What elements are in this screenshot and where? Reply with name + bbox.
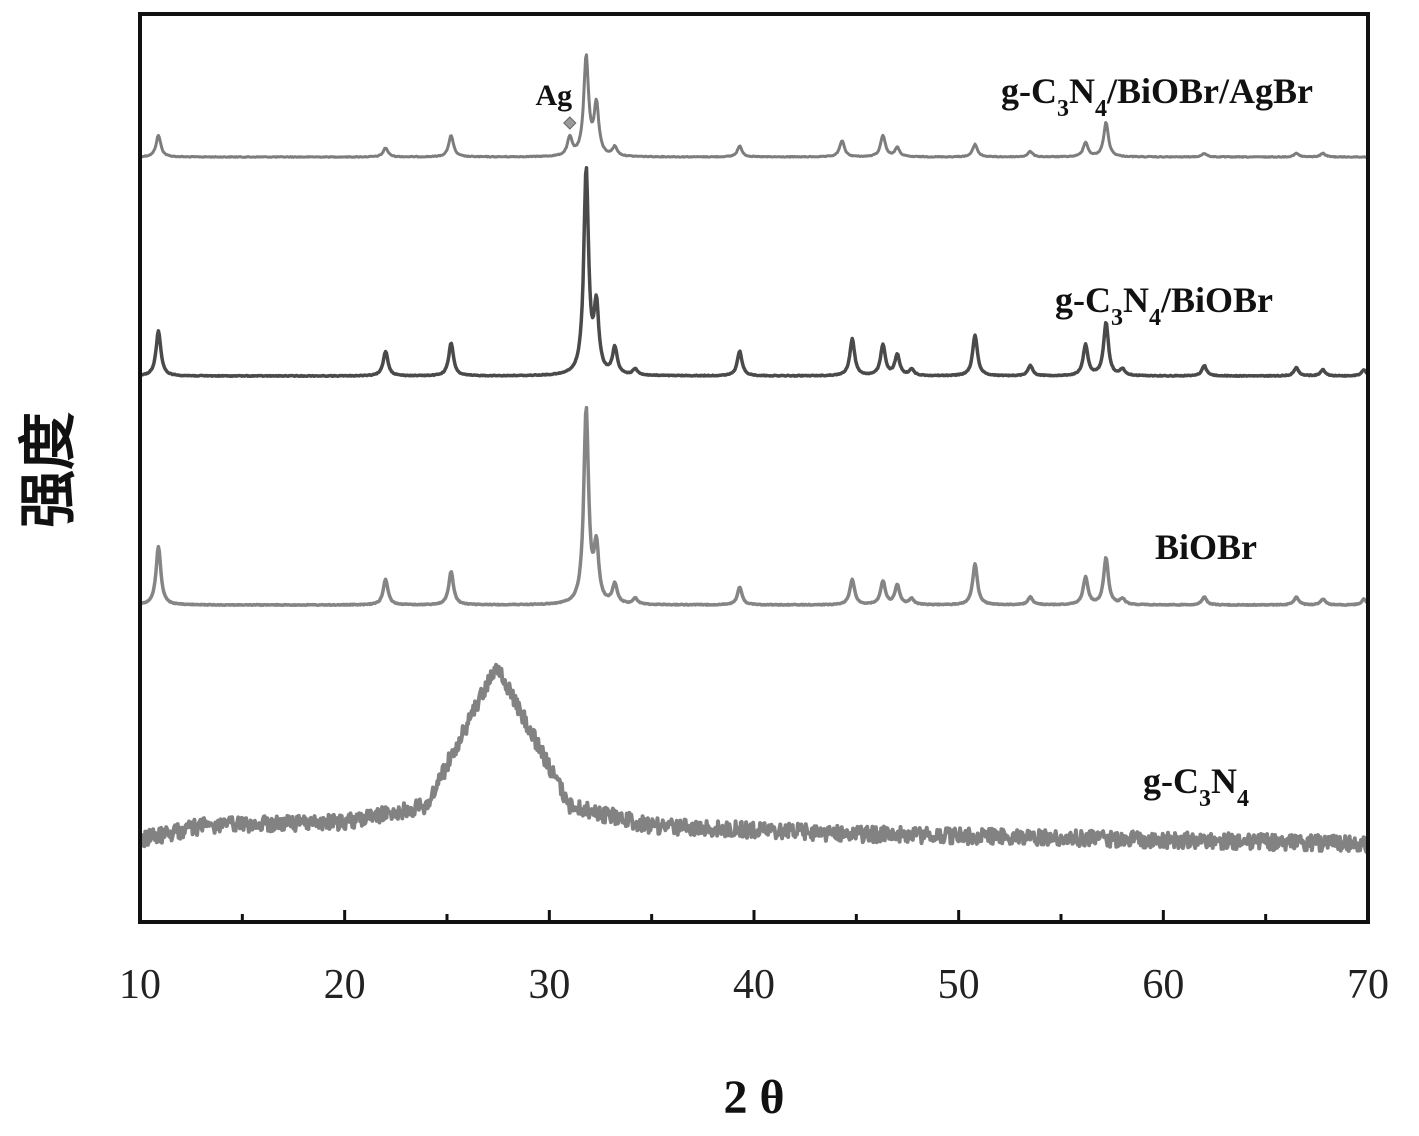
x-tick-label: 30 (528, 962, 570, 1008)
annotation-label: Ag (535, 79, 572, 112)
series-label-2: BiOBr (1155, 527, 1257, 567)
series-label-1: g-C3N4/BiOBr (1055, 280, 1273, 331)
series-line-3 (140, 665, 1368, 852)
series-traces (140, 55, 1368, 852)
x-axis-title: 2 θ (723, 1071, 784, 1124)
x-tick-label: 70 (1347, 962, 1389, 1008)
x-tick-label: 10 (119, 962, 161, 1008)
x-axis-tick-labels: 10 20 30 40 50 60 70 (119, 962, 1389, 1008)
x-tick-label: 50 (938, 962, 980, 1008)
x-tick-label: 60 (1142, 962, 1184, 1008)
series-labels: g-C3N4/BiOBr/AgBr g-C3N4/BiOBr BiOBr g-C3N4 (1001, 71, 1313, 812)
series-line-2 (140, 408, 1368, 606)
annotations: Ag (535, 79, 575, 129)
series-line-1 (140, 168, 1368, 376)
y-axis-title: 强度 (14, 412, 82, 528)
diamond-marker-icon (564, 117, 576, 129)
x-tick-label: 40 (733, 962, 775, 1008)
series-label-0: g-C3N4/BiOBr/AgBr (1001, 71, 1313, 122)
x-tick-label: 20 (324, 962, 366, 1008)
series-label-3: g-C3N4 (1143, 761, 1249, 812)
